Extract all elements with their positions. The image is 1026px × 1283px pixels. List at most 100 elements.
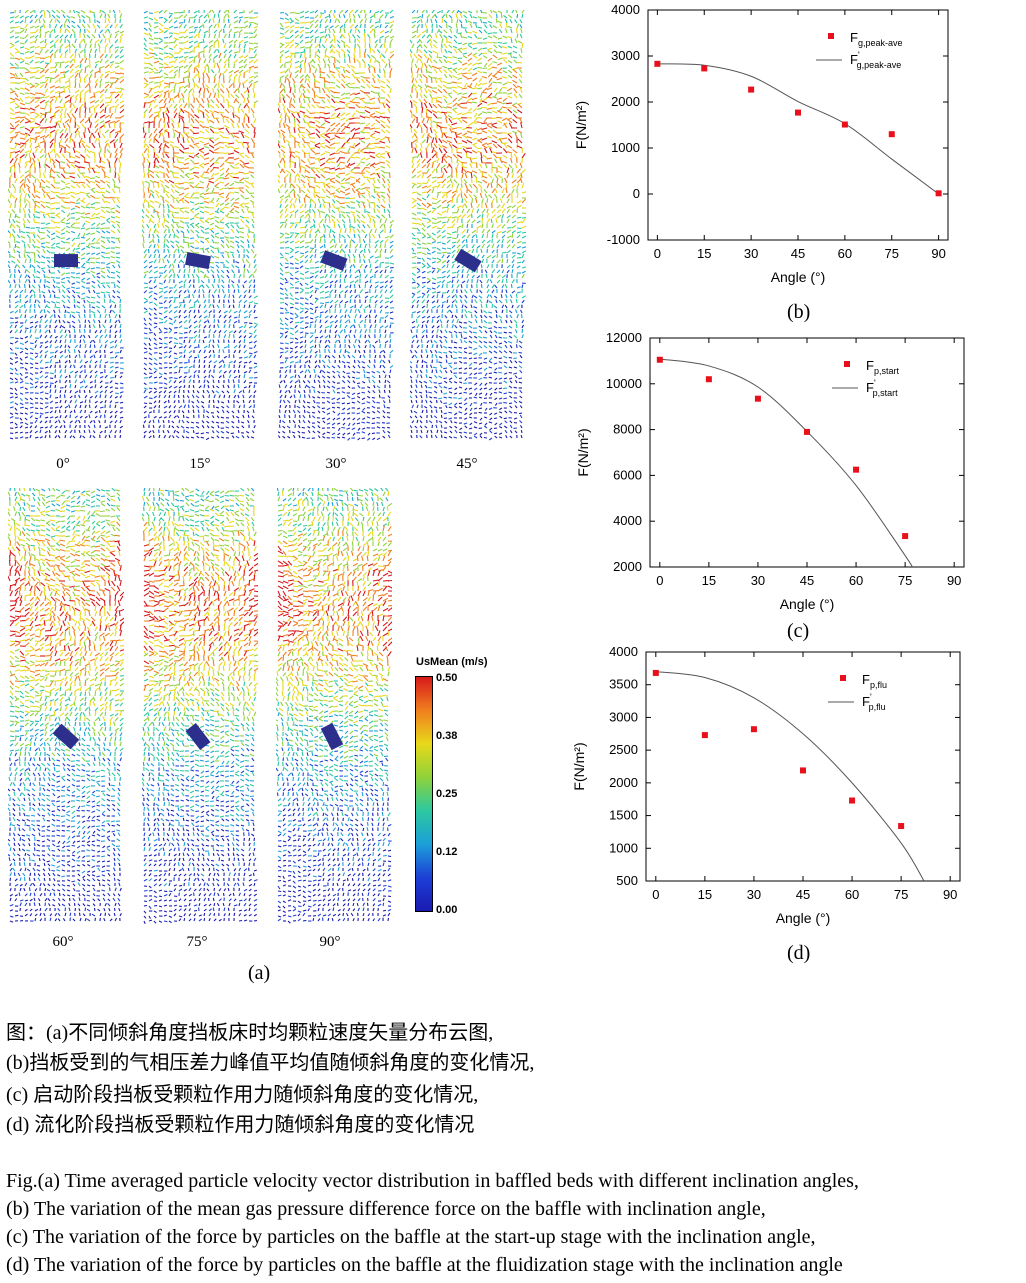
data-point: [705, 376, 712, 383]
y-tick-label: 2000: [609, 775, 638, 790]
data-point: [701, 65, 708, 72]
y-axis-label: F(N/m²): [575, 428, 591, 476]
angle-label-30: 30°: [325, 456, 347, 472]
vector-field-panel-60: [8, 488, 124, 924]
vector-arrows: [410, 10, 526, 441]
caption-zh-2: (b)挡板受到的气相压差力峰值平均值随倾斜角度的变化情况,: [6, 1052, 535, 1074]
vector-field-panel-90: [276, 488, 392, 924]
baffle: [54, 254, 78, 268]
y-tick-label: 6000: [613, 467, 642, 482]
colorbar: [415, 676, 433, 912]
y-axis-label: F(N/m²): [573, 101, 589, 149]
fit-line: [655, 671, 925, 881]
panel-label-c: (c): [787, 620, 810, 642]
x-tick-label: 60: [849, 573, 863, 588]
baffle: [185, 723, 211, 750]
plot-frame: [645, 651, 961, 882]
baffle: [320, 722, 344, 751]
panel-label-d: (d): [787, 942, 811, 964]
data-point: [656, 356, 663, 363]
y-tick-label: 8000: [613, 422, 642, 437]
x-tick-label: 60: [845, 887, 859, 902]
y-tick-label: 3500: [609, 677, 638, 692]
plot-frame: [649, 337, 965, 568]
y-tick-label: 3000: [611, 48, 640, 63]
data-point: [754, 395, 761, 402]
colorbar-tick-4: 0.00: [436, 904, 458, 916]
data-point: [853, 466, 860, 473]
caption-zh-4: (d) 流化阶段挡板受颗粒作用力随倾斜角度的变化情况: [6, 1114, 475, 1136]
chart-d: 0 15 30 45 60 75 90 500 1000 1500 2000 2500 3000 3500…: [571, 644, 961, 926]
caption-en-4: (d) The variation of the force by partic…: [6, 1254, 843, 1276]
data-point: [849, 797, 856, 804]
vector-arrows: [278, 10, 394, 441]
baffle: [454, 248, 482, 273]
x-tick-label: 75: [898, 573, 912, 588]
legend-label-fit: F' p,start: [866, 378, 898, 398]
x-tick-label: 0: [656, 573, 663, 588]
x-tick-label: 30: [744, 246, 758, 261]
y-tick-label: 4000: [609, 644, 638, 659]
x-tick-label: 30: [747, 887, 761, 902]
x-tick-label: 45: [791, 246, 805, 261]
x-tick-label: 0: [652, 887, 659, 902]
vector-arrows: [142, 488, 258, 924]
x-axis-label: Angle (°): [780, 596, 835, 612]
y-tick-label: 10000: [606, 376, 642, 391]
plot-frame: [647, 9, 949, 241]
y-tick-label: 1000: [611, 140, 640, 155]
y-tick-label: 3000: [609, 709, 638, 724]
x-tick-label: 90: [931, 246, 945, 261]
legend-marker: [828, 33, 834, 39]
vector-arrows: [276, 488, 392, 924]
angle-label-0: 0°: [56, 456, 70, 472]
x-tick-label: 75: [894, 887, 908, 902]
caption-en-3: (c) The variation of the force by partic…: [6, 1226, 816, 1248]
x-tick-label: 15: [698, 887, 712, 902]
x-tick-label: 15: [702, 573, 716, 588]
y-tick-label: 12000: [606, 330, 642, 345]
data-point: [795, 109, 801, 116]
legend-label-fit: F' p,flu: [862, 692, 886, 712]
data-point: [898, 823, 905, 830]
x-tick-label: 75: [885, 246, 899, 261]
vector-arrows: [8, 10, 124, 440]
vector-field-panel-75: [142, 488, 258, 924]
colorbar-tick-2: 0.25: [436, 788, 458, 800]
vector-arrows: [8, 488, 124, 923]
baffle: [52, 723, 80, 750]
vector-field-panel-30: [278, 10, 394, 442]
legend-label-points: Fp,start: [866, 358, 899, 376]
angle-label-60: 60°: [52, 934, 74, 950]
y-tick-label: 1500: [609, 808, 638, 823]
y-tick-label: -1000: [607, 232, 640, 247]
legend-marker: [844, 361, 850, 367]
y-tick-label: 4000: [613, 513, 642, 528]
colorbar-title: UsMean (m/s): [416, 656, 488, 668]
caption-zh-3: (c) 启动阶段挡板受颗粒作用力随倾斜角度的变化情况,: [6, 1084, 479, 1106]
data-point: [888, 131, 895, 138]
y-tick-label: 2000: [613, 559, 642, 574]
chart-c: 0 15 30 45 60 75 90 2000 4000 6000 8000 10000 12000 A…: [575, 330, 965, 612]
x-tick-label: 30: [751, 573, 765, 588]
x-tick-label: 45: [800, 573, 814, 588]
data-point: [841, 121, 848, 128]
legend-label-fit: F' g,peak-ave: [850, 50, 901, 70]
x-axis-label: Angle (°): [771, 269, 826, 285]
angle-label-75: 75°: [186, 934, 208, 950]
vector-field-panel-0: [8, 10, 124, 442]
legend-label-points: Fp,flu: [862, 672, 887, 690]
caption-zh-1: 图：(a)不同倾斜角度挡板床时均颗粒速度矢量分布云图,: [6, 1022, 494, 1044]
x-tick-label: 0: [654, 246, 661, 261]
baffle: [320, 250, 348, 271]
baffle: [185, 251, 211, 270]
chart-b: 0 15 30 45 60 75 90 -1000 0 1000 2000 3000 4000 Angle…: [573, 2, 949, 285]
angle-label-15: 15°: [189, 456, 211, 472]
angle-label-45: 45°: [456, 456, 478, 472]
data-point: [935, 190, 942, 197]
data-point: [902, 533, 909, 540]
y-tick-label: 500: [616, 873, 638, 888]
x-tick-label: 15: [697, 246, 711, 261]
legend-label-points: Fg,peak-ave: [850, 30, 902, 48]
y-tick-label: 2500: [609, 742, 638, 757]
